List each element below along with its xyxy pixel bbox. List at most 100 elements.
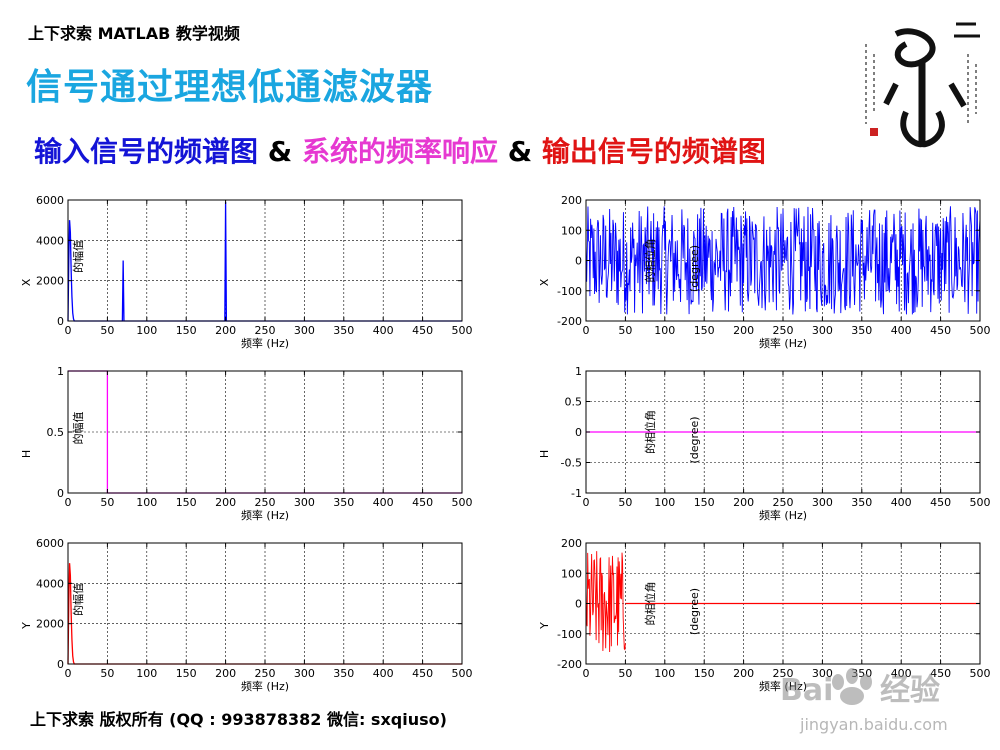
annotation-magnitude: 的相位角 <box>643 410 657 454</box>
x-tick-label: 200 <box>215 324 236 337</box>
x-tick-label: 400 <box>373 496 394 509</box>
y-tick-label: 0.5 <box>565 396 583 409</box>
x-tick-label: 400 <box>891 324 912 337</box>
y-tick-label: -200 <box>557 315 582 328</box>
x-tick-label: 500 <box>970 496 991 509</box>
x-tick-label: 0 <box>65 667 72 680</box>
subtitle-system-response: 系统的频率响应 <box>301 135 498 168</box>
y-axis-label: X <box>538 278 551 286</box>
x-axis-label: 频率 (Hz) <box>759 679 807 693</box>
x-tick-label: 400 <box>891 496 912 509</box>
annotation-magnitude: 的幅值 <box>71 583 85 616</box>
y-tick-label: 6000 <box>36 537 64 550</box>
annotation-magnitude: 的相位角 <box>643 239 657 283</box>
y-tick-label: 0 <box>575 426 582 439</box>
chart-p22: 0 50 100 150 200 250 300 350 400 450 500 -1 -0.5 0 0.5… <box>538 365 991 522</box>
x-tick-label: 450 <box>930 324 951 337</box>
x-axis-label: 频率 (Hz) <box>759 336 807 350</box>
x-tick-label: 200 <box>215 496 236 509</box>
x-tick-label: 450 <box>412 667 433 680</box>
y-tick-label: 0 <box>57 487 64 500</box>
baidu-watermark: Bai 经验 jingyan.baidu.com <box>780 668 948 734</box>
y-tick-label: 100 <box>561 567 582 580</box>
x-tick-label: 350 <box>333 496 354 509</box>
annotation-magnitude: 的幅值 <box>71 240 85 273</box>
x-tick-label: 250 <box>773 496 794 509</box>
x-tick-label: 0 <box>65 496 72 509</box>
y-tick-label: 6000 <box>36 194 64 207</box>
x-axis-label: 频率 (Hz) <box>241 679 289 693</box>
x-tick-label: 50 <box>100 324 114 337</box>
x-tick-label: 300 <box>294 496 315 509</box>
x-tick-label: 50 <box>618 667 632 680</box>
x-tick-label: 350 <box>333 667 354 680</box>
chart-p12: 0 50 100 150 200 250 300 350 400 450 500 -200 -100 0 1… <box>538 194 991 350</box>
x-tick-label: 500 <box>452 324 473 337</box>
x-tick-label: 450 <box>412 324 433 337</box>
x-tick-label: 450 <box>412 496 433 509</box>
x-tick-label: 200 <box>733 324 754 337</box>
chart-p31: 0 50 100 150 200 250 300 350 400 450 500 0 2000 4000 6… <box>20 537 473 693</box>
y-axis-label: Y <box>20 622 33 630</box>
y-tick-label: 4000 <box>36 577 64 590</box>
x-tick-label: 250 <box>255 324 276 337</box>
y-tick-label: 200 <box>561 537 582 550</box>
watermark-jingyan: 经验 <box>880 673 940 708</box>
subtitle-input-spectrum: 输入信号的频谱图 <box>34 135 259 168</box>
y-tick-label: 1 <box>575 365 582 378</box>
y-axis-label: Y <box>538 622 551 630</box>
x-tick-label: 350 <box>333 324 354 337</box>
x-tick-label: 0 <box>583 667 590 680</box>
annotation-degree: (degree) <box>688 245 701 292</box>
y-tick-label: 4000 <box>36 234 64 247</box>
y-tick-label: 2000 <box>36 275 64 288</box>
annotation-magnitude: 的幅值 <box>71 412 85 445</box>
x-tick-label: 0 <box>65 324 72 337</box>
series-noise <box>585 206 981 315</box>
y-tick-label: 0.5 <box>47 426 65 439</box>
y-axis-label: H <box>20 450 33 458</box>
x-tick-label: 400 <box>373 667 394 680</box>
x-tick-label: 150 <box>694 324 715 337</box>
subtitle-amp-1: & <box>258 135 302 168</box>
x-tick-label: 250 <box>773 667 794 680</box>
x-tick-label: 450 <box>930 496 951 509</box>
footer-copyright: 上下求索 版权所有 (QQ : 993878382 微信: sxqiuso) <box>30 710 447 729</box>
x-tick-label: 150 <box>176 324 197 337</box>
calligraphy-logo-icon <box>865 22 980 148</box>
paw-icon <box>832 668 872 705</box>
x-tick-label: 250 <box>773 324 794 337</box>
x-tick-label: 400 <box>373 324 394 337</box>
y-tick-label: 1 <box>57 365 64 378</box>
page-title: 信号通过理想低通滤波器 <box>26 67 434 108</box>
x-tick-label: 200 <box>215 667 236 680</box>
x-tick-label: 300 <box>294 324 315 337</box>
x-tick-label: 300 <box>812 667 833 680</box>
x-tick-label: 150 <box>694 667 715 680</box>
x-tick-label: 150 <box>176 667 197 680</box>
y-tick-label: 200 <box>561 194 582 207</box>
annotation-degree: (degree) <box>688 588 701 635</box>
y-tick-label: -100 <box>557 628 582 641</box>
x-tick-label: 50 <box>618 496 632 509</box>
x-tick-label: 350 <box>851 496 872 509</box>
x-tick-label: 400 <box>891 667 912 680</box>
x-tick-label: 0 <box>583 324 590 337</box>
x-tick-label: 100 <box>136 324 157 337</box>
x-tick-label: 200 <box>733 496 754 509</box>
x-tick-label: 300 <box>812 324 833 337</box>
x-tick-label: 450 <box>930 667 951 680</box>
y-axis-label: X <box>20 278 33 286</box>
x-axis-label: 频率 (Hz) <box>241 508 289 522</box>
x-tick-label: 100 <box>136 496 157 509</box>
x-tick-label: 300 <box>294 667 315 680</box>
x-tick-label: 500 <box>970 667 991 680</box>
x-tick-label: 150 <box>694 496 715 509</box>
x-tick-label: 500 <box>452 667 473 680</box>
x-tick-label: 50 <box>100 496 114 509</box>
x-tick-label: 50 <box>100 667 114 680</box>
x-tick-label: 100 <box>136 667 157 680</box>
watermark-url: jingyan.baidu.com <box>799 715 948 734</box>
y-tick-label: -0.5 <box>561 457 582 470</box>
x-tick-label: 100 <box>654 324 675 337</box>
